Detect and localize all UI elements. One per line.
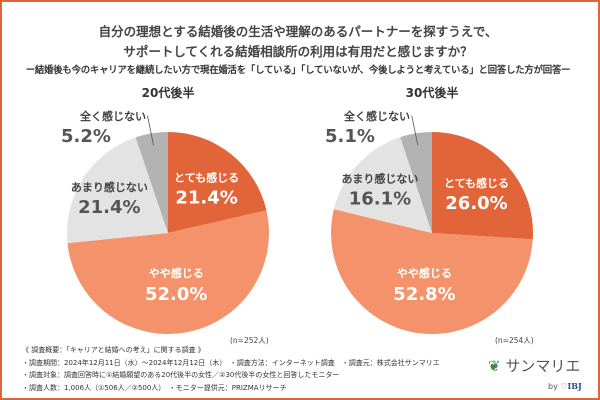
- title-line-2: サポートしてくれる結婚相談所の利用は有用だと感じますか？: [123, 44, 473, 59]
- data-label: 52.0%: [145, 284, 207, 305]
- brand-text: IBJ: [567, 381, 582, 391]
- leaf-icon: ❦: [488, 357, 501, 375]
- logo-by: by ♡IBJ: [548, 381, 582, 391]
- category-label: やや感じる: [397, 266, 452, 280]
- data-label: 21.4%: [78, 197, 140, 218]
- pie-slice: [400, 132, 432, 233]
- pie-slice: [432, 132, 533, 240]
- category-label: とても感じる: [174, 171, 239, 185]
- survey-notes: 《 調査概要：「キャリアと結婚への考え」に関する調査 》 ・調査期間：2024年…: [22, 344, 440, 394]
- leader-line: [411, 115, 419, 146]
- leader-line: [147, 115, 154, 146]
- note-line: ・調査人数：1,006人（①506人／②500人） ・モニター提供元：PRIZM…: [22, 383, 287, 392]
- data-label: 16.1%: [349, 189, 411, 210]
- category-label: とても感じる: [444, 176, 509, 190]
- pie-slice: [135, 132, 168, 233]
- sample-size-30s: (n=254人): [495, 336, 534, 345]
- category-label: 全く感じない: [79, 109, 146, 123]
- logo-name: サンマリエ: [505, 357, 581, 375]
- heart-icon: ♡: [560, 382, 568, 391]
- data-label: 5.1%: [325, 126, 375, 147]
- sample-size-20s: (n=252人): [230, 336, 269, 345]
- category-label: やや感じる: [149, 266, 204, 280]
- category-label: 全く感じない: [343, 109, 410, 123]
- pie-slice: [331, 209, 533, 334]
- data-label: 21.4%: [175, 188, 237, 209]
- subtitle: ー結婚後も今のキャリアを継続したい方で現在婚活を「している」「していないが、今後…: [25, 65, 571, 76]
- pie-slice: [67, 210, 269, 334]
- data-label: 26.0%: [445, 193, 507, 214]
- chart-title-20s: 20代後半: [141, 86, 195, 100]
- pie-slice: [67, 137, 168, 244]
- pie-slice: [168, 132, 267, 233]
- logo: ❦ サンマリエ: [488, 355, 580, 376]
- data-label: 5.2%: [61, 126, 111, 147]
- category-label: あまり感じない: [71, 180, 148, 194]
- category-label: あまり感じない: [341, 172, 418, 186]
- note-line: ・調査期間：2024年12月11日（水）～2024年12月12日（木） ・調査方…: [22, 358, 440, 367]
- data-label: 52.8%: [393, 284, 455, 305]
- title-line-1: 自分の理想とする結婚後の生活や理解のあるパートナーを探すうえで、: [98, 24, 498, 39]
- by-text: by: [548, 382, 558, 391]
- chart-title-30s: 30代後半: [405, 86, 459, 100]
- note-line: ・調査対象：調査回答時に①結婚願望のある20代後半の女性／②30代後半の女性と回…: [22, 371, 340, 379]
- pie-slice: [333, 137, 432, 233]
- note-line: 《 調査概要：「キャリアと結婚への考え」に関する調査 》: [22, 346, 205, 354]
